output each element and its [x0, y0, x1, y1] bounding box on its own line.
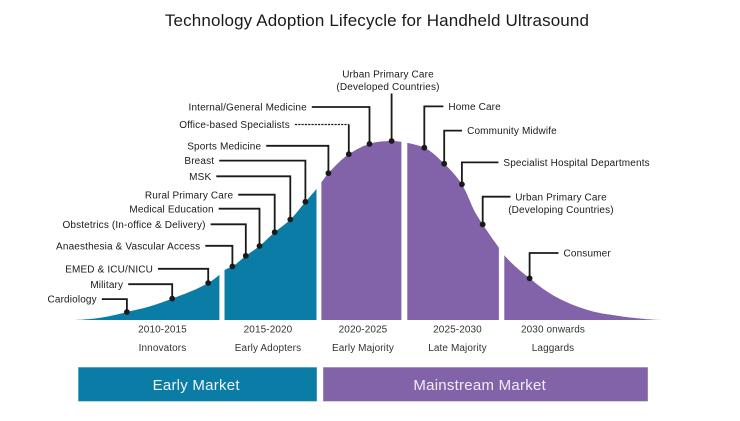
svg-text:Technology Adoption Lifecycle: Technology Adoption Lifecycle for Handhe… — [165, 11, 589, 30]
svg-text:Internal/General Medicine: Internal/General Medicine — [189, 103, 308, 114]
svg-text:Specialist Hospital Department: Specialist Hospital Departments — [503, 158, 649, 169]
svg-text:Laggards: Laggards — [532, 343, 575, 354]
svg-text:2010-2015: 2010-2015 — [138, 324, 187, 335]
svg-text:Mainstream Market: Mainstream Market — [413, 377, 546, 394]
svg-text:Rural Primary Care: Rural Primary Care — [145, 190, 234, 201]
svg-text:Medical Education: Medical Education — [129, 204, 213, 215]
svg-text:Office-based Specialists: Office-based Specialists — [179, 120, 290, 131]
svg-text:2025-2030: 2025-2030 — [433, 324, 482, 335]
svg-text:(Developed Countries): (Developed Countries) — [336, 82, 439, 93]
svg-text:Cardiology: Cardiology — [47, 295, 96, 306]
svg-text:2020-2025: 2020-2025 — [339, 324, 388, 335]
svg-text:Early Majority: Early Majority — [332, 343, 394, 354]
svg-text:Early Market: Early Market — [153, 377, 241, 394]
svg-text:Early Adopters: Early Adopters — [235, 343, 301, 354]
svg-text:Breast: Breast — [184, 156, 214, 167]
svg-text:Consumer: Consumer — [564, 249, 612, 260]
svg-text:2030 onwards: 2030 onwards — [521, 324, 585, 335]
svg-text:Late Majority: Late Majority — [428, 343, 487, 354]
svg-text:MSK: MSK — [189, 172, 211, 183]
svg-text:2015-2020: 2015-2020 — [244, 324, 293, 335]
svg-text:Obstetrics (In-office & Delive: Obstetrics (In-office & Delivery) — [62, 220, 205, 231]
svg-text:Community Midwife: Community Midwife — [467, 126, 557, 137]
svg-text:Urban Primary Care: Urban Primary Care — [342, 70, 434, 81]
svg-text:(Developing Countries): (Developing Countries) — [508, 205, 614, 216]
svg-text:Innovators: Innovators — [139, 343, 187, 354]
svg-text:Military: Military — [90, 280, 123, 291]
svg-text:EMED & ICU/NICU: EMED & ICU/NICU — [65, 264, 153, 275]
svg-text:Anaesthesia & Vascular Access: Anaesthesia & Vascular Access — [56, 241, 200, 252]
svg-text:Urban Primary Care: Urban Primary Care — [515, 192, 607, 203]
svg-text:Home Care: Home Care — [448, 102, 501, 113]
svg-text:Sports Medicine: Sports Medicine — [187, 141, 261, 152]
